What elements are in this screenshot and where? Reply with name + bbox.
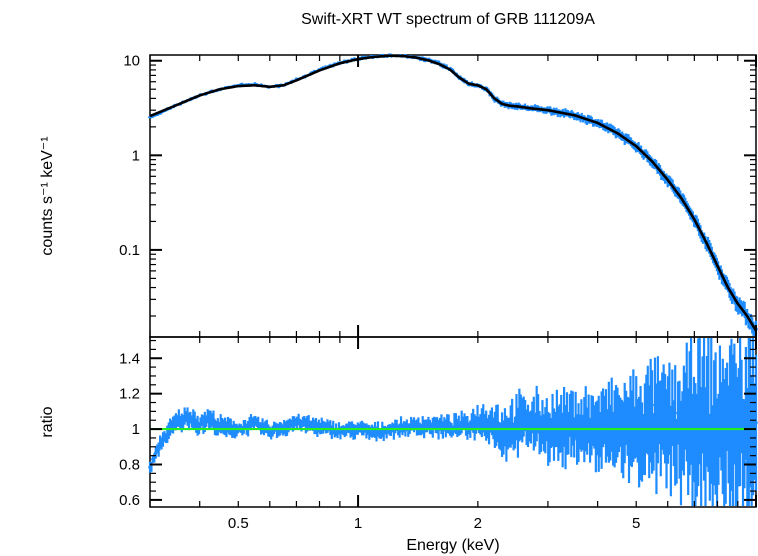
x-tick-label: 5 [632,515,640,532]
spectrum-panel: 10 1 0.1 counts s⁻¹ keV⁻¹ [39,53,758,338]
spectrum-axes: 10 1 0.1 [119,53,757,337]
ratio-y-tick-label: 0.6 [119,492,140,509]
energy-x-axis-label: Energy (keV) [406,537,499,554]
ratio-y-tick-label: 1.4 [119,350,140,367]
spectrum-y-tick-label: 10 [123,53,140,70]
chart-title: Swift-XRT WT spectrum of GRB 111209A [301,11,595,28]
spectrum-plot-area [148,53,758,337]
spectrum-model-line [149,54,758,332]
ratio-axes: 0.5 1 2 5 0.6 0.8 1 1.2 1.4 [119,337,757,532]
spectrum-plot-frame [149,54,757,338]
ratio-panel: 0.5 1 2 5 0.6 0.8 1 1.2 1.4 ratio Energy (keV) [39,336,758,554]
ratio-y-tick-label: 0.8 [119,457,140,474]
x-tick-label: 0.5 [228,515,249,532]
spectrum-y-axis-label: counts s⁻¹ keV⁻¹ [39,136,56,255]
spectrum-y-tick-label: 0.1 [119,242,140,259]
x-tick-label: 1 [354,515,362,532]
spectrum-y-tick-label: 1 [132,147,140,164]
ratio-plot-area [148,338,758,506]
x-tick-label: 2 [474,515,482,532]
ratio-y-tick-label: 1.2 [119,386,140,403]
ratio-y-axis-label: ratio [39,406,56,437]
ratio-y-tick-label: 1 [132,421,140,438]
